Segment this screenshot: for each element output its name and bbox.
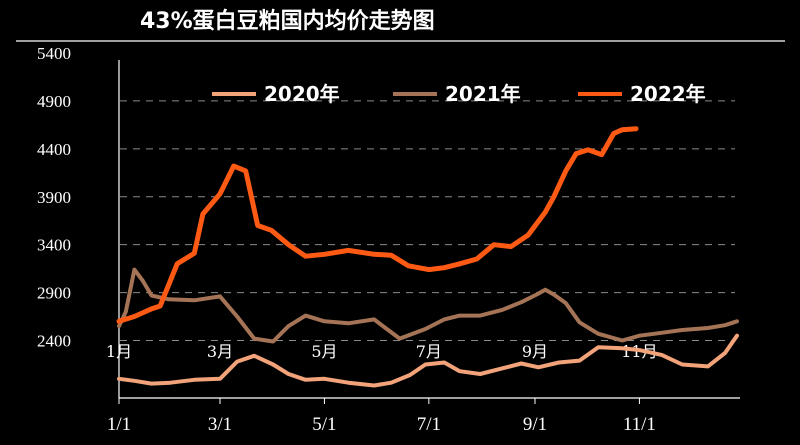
y-tick-label: 2900 (37, 284, 71, 303)
month-label: 5月 (311, 342, 337, 361)
grid-lines (120, 100, 735, 341)
chart-title: 43%蛋白豆粕国内均价走势图 (140, 8, 435, 34)
x-tick-label: 11/1 (623, 414, 656, 435)
legend-label: 2022年 (630, 82, 706, 106)
series-lines (116, 126, 739, 388)
x-tick-label: 9/1 (523, 414, 547, 435)
y-tick-label: 5400 (37, 44, 71, 63)
legend: 2020年 2021年 2022年 (212, 82, 706, 106)
y-tick-label: 2400 (37, 332, 71, 351)
y-tick-label: 4400 (37, 140, 71, 159)
x-tick-label: 1/1 (107, 414, 131, 435)
axes (118, 60, 740, 399)
x-tick-label: 7/1 (417, 414, 441, 435)
y-tick-label: 3900 (37, 188, 71, 207)
legend-label: 2020年 (264, 82, 340, 106)
y-tick-label: 4900 (37, 92, 71, 111)
month-label: 1月 (106, 342, 132, 361)
month-labels: 1月 3月 5月 7月 9月 11月 (106, 342, 658, 361)
y-tick-labels: 5400 4900 4400 3900 3400 2900 2400 (37, 44, 71, 351)
month-label: 3月 (207, 342, 233, 361)
series-line-2020年 (117, 333, 739, 388)
series-line-2021年 (117, 267, 739, 344)
series-line-2022年 (116, 126, 639, 324)
y-tick-label: 3400 (37, 236, 71, 255)
x-tick-labels: 1/1 3/1 5/1 7/1 9/1 11/1 (107, 398, 656, 435)
legend-label: 2021年 (445, 82, 521, 106)
x-tick-label: 3/1 (208, 414, 232, 435)
month-label: 7月 (416, 342, 442, 361)
x-tick-label: 5/1 (312, 414, 336, 435)
month-label: 9月 (522, 342, 548, 361)
